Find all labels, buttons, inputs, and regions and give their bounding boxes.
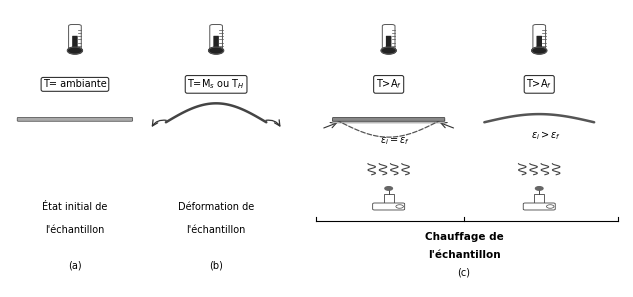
Text: l'échantillon: l'échantillon — [428, 250, 500, 260]
FancyBboxPatch shape — [210, 25, 222, 51]
Circle shape — [68, 47, 82, 54]
FancyBboxPatch shape — [386, 36, 391, 49]
FancyBboxPatch shape — [533, 25, 546, 51]
FancyBboxPatch shape — [68, 25, 81, 51]
FancyBboxPatch shape — [382, 25, 395, 51]
FancyBboxPatch shape — [17, 117, 133, 121]
Text: T= ambiante: T= ambiante — [43, 79, 107, 89]
FancyBboxPatch shape — [332, 117, 445, 121]
FancyBboxPatch shape — [537, 36, 542, 49]
Circle shape — [385, 187, 392, 190]
Circle shape — [546, 205, 554, 208]
Circle shape — [536, 187, 543, 190]
FancyBboxPatch shape — [534, 194, 544, 204]
FancyBboxPatch shape — [332, 119, 445, 123]
FancyBboxPatch shape — [384, 194, 394, 204]
Circle shape — [381, 47, 396, 54]
Text: (a): (a) — [68, 260, 82, 270]
Text: $\varepsilon_i = \varepsilon_f$: $\varepsilon_i = \varepsilon_f$ — [380, 135, 410, 147]
Circle shape — [532, 47, 547, 54]
FancyBboxPatch shape — [213, 36, 219, 49]
Text: Déformation de: Déformation de — [178, 202, 254, 212]
Text: l'échantillon: l'échantillon — [187, 225, 246, 235]
Circle shape — [209, 47, 223, 54]
Text: T>A$_f$: T>A$_f$ — [526, 78, 553, 91]
Text: T=M$_s$ ou T$_H$: T=M$_s$ ou T$_H$ — [187, 78, 245, 91]
FancyBboxPatch shape — [523, 203, 555, 210]
Text: Chauffage de: Chauffage de — [425, 232, 503, 242]
FancyBboxPatch shape — [373, 203, 404, 210]
Text: T>A$_f$: T>A$_f$ — [375, 78, 402, 91]
Circle shape — [396, 205, 403, 208]
Text: (c): (c) — [458, 267, 470, 277]
Text: (b): (b) — [209, 260, 223, 270]
Text: l'échantillon: l'échantillon — [45, 225, 104, 235]
Text: État initial de: État initial de — [42, 202, 108, 212]
FancyBboxPatch shape — [72, 36, 78, 49]
Text: $\varepsilon_i > \varepsilon_f$: $\varepsilon_i > \varepsilon_f$ — [530, 129, 560, 142]
